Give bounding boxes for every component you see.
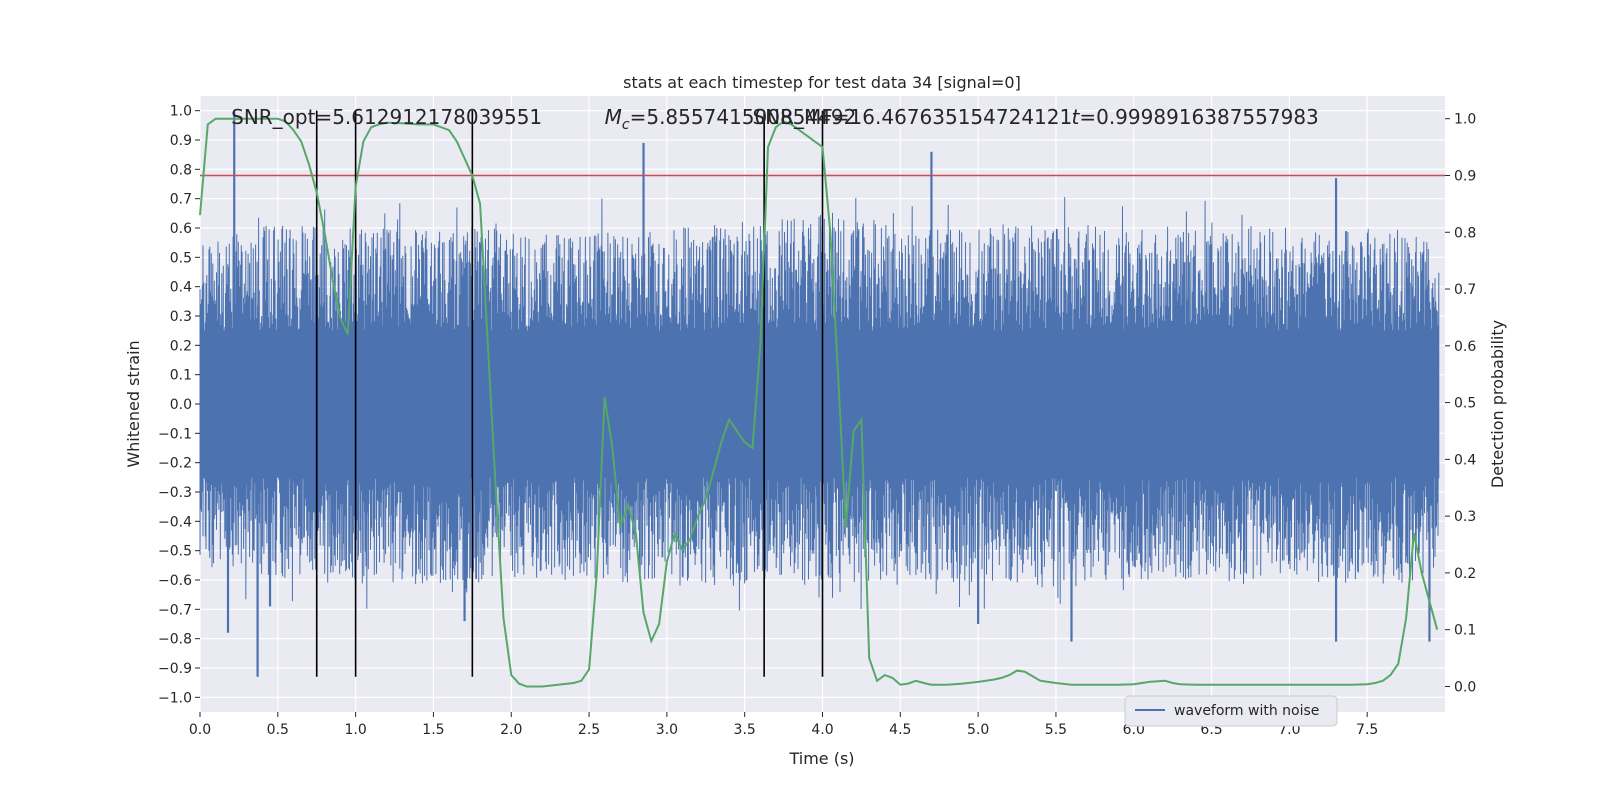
x-tick-label: 2.5 (578, 722, 600, 738)
waveform-line (199, 197, 1440, 611)
x-tick-label: 5.0 (967, 722, 989, 738)
right-tick-label: 0.0 (1454, 679, 1476, 695)
left-tick-label: 0.4 (170, 280, 192, 296)
chart-title: stats at each timestep for test data 34 … (623, 73, 1021, 92)
right-tick-label: 0.5 (1454, 396, 1476, 412)
right-tick-label: 1.0 (1454, 112, 1476, 128)
x-tick-label: 1.5 (422, 722, 444, 738)
left-tick-label: −0.6 (158, 573, 192, 589)
right-tick-label: 0.4 (1454, 452, 1476, 468)
annotation-text: t=0.9998916387557983 (1072, 105, 1319, 129)
annotation-text: SNR_MF=16.467635154724121 (752, 105, 1072, 129)
x-tick-label: 4.5 (889, 722, 911, 738)
x-tick-label: 0.0 (189, 722, 211, 738)
right-axis-title: Detection probability (1488, 320, 1507, 488)
legend: waveform with noise (1124, 695, 1338, 727)
right-tick-label: 0.7 (1454, 282, 1476, 298)
left-tick-label: −0.2 (158, 456, 192, 472)
right-tick-label: 0.3 (1454, 509, 1476, 525)
probability-series (199, 117, 1439, 688)
left-tick-label: 0.1 (170, 368, 192, 384)
waveform-series (199, 110, 1440, 677)
left-tick-label: 0.8 (170, 162, 192, 178)
legend-label-waveform: waveform with noise (1174, 703, 1319, 719)
right-axis-ticks: 0.0 0.1 0.2 0.3 0.4 0.5 0.6 0.7 0.8 0.9 1.0 (1445, 112, 1476, 695)
left-tick-label: −0.1 (158, 426, 192, 442)
left-tick-label: 0.2 (170, 338, 192, 354)
x-axis-title: Time (s) (788, 749, 854, 768)
right-tick-label: 0.1 (1454, 623, 1476, 639)
x-tick-label: 1.0 (344, 722, 366, 738)
left-tick-label: 0.7 (170, 192, 192, 208)
left-tick-label: 0.9 (170, 133, 192, 149)
left-tick-label: 0.6 (170, 221, 192, 237)
left-tick-label: −0.3 (158, 485, 192, 501)
annotations: SNR_opt=5.612912178039551 Mc=5.8557415008… (231, 105, 1319, 133)
left-axis-title: Whitened strain (124, 340, 143, 467)
probability-line (199, 117, 1439, 688)
left-axis-ticks: −1.0 −0.9 −0.8 −0.7 −0.6 −0.5 −0.4 −0.3 −0.2 −0.1… (158, 104, 200, 706)
left-tick-label: −0.9 (158, 661, 192, 677)
x-tick-label: 0.5 (267, 722, 289, 738)
left-tick-label: −1.0 (158, 690, 192, 706)
right-tick-label: 0.8 (1454, 225, 1476, 241)
left-tick-label: 0.5 (170, 250, 192, 266)
x-tick-label: 5.5 (1045, 722, 1067, 738)
left-tick-label: −0.8 (158, 632, 192, 648)
x-tick-label: 2.0 (500, 722, 522, 738)
x-tick-label: 3.0 (656, 722, 678, 738)
right-tick-label: 0.6 (1454, 339, 1476, 355)
annotation-text: Mc=5.855741500854492 (605, 105, 857, 133)
left-tick-label: 0.3 (170, 309, 192, 325)
x-tick-label: 4.0 (811, 722, 833, 738)
legend-box (1124, 695, 1338, 727)
x-tick-label: 3.5 (734, 722, 756, 738)
left-tick-label: 0.0 (170, 397, 192, 413)
left-tick-label: −0.4 (158, 514, 192, 530)
right-tick-label: 0.2 (1454, 566, 1476, 582)
left-tick-label: 1.0 (170, 104, 192, 120)
x-tick-label: 7.5 (1356, 722, 1378, 738)
left-tick-label: −0.7 (158, 602, 192, 618)
left-tick-label: −0.5 (158, 544, 192, 560)
annotation-text: SNR_opt=5.612912178039551 (231, 105, 542, 129)
right-tick-label: 0.9 (1454, 168, 1476, 184)
